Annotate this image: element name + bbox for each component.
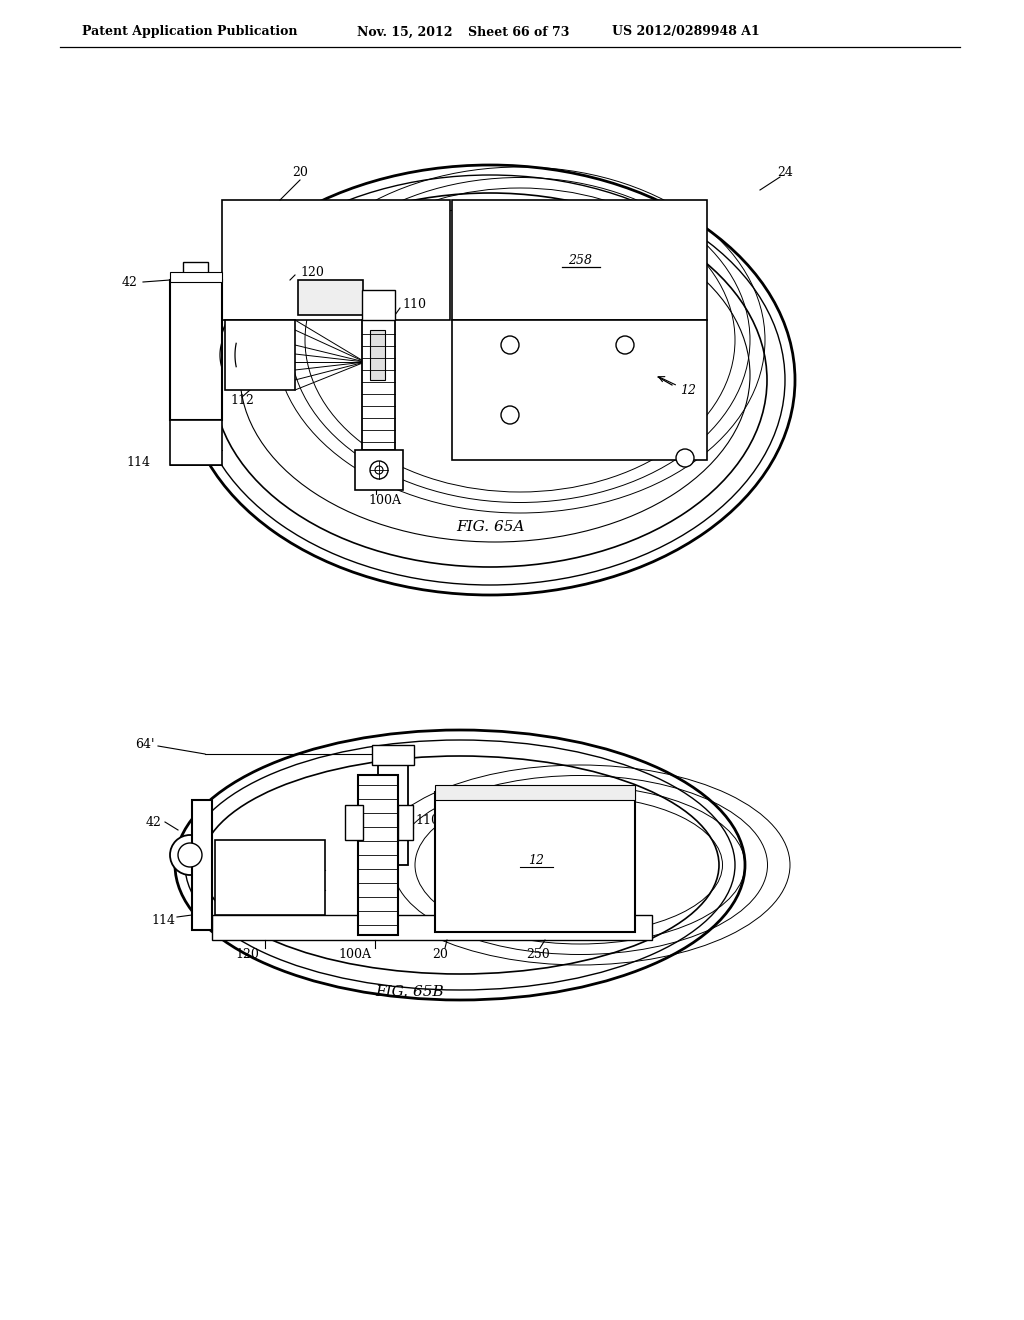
Bar bbox=[170, 272, 222, 282]
Bar bbox=[452, 319, 707, 459]
Text: 258: 258 bbox=[568, 253, 592, 267]
Text: 24: 24 bbox=[777, 165, 793, 178]
Bar bbox=[355, 450, 403, 490]
Text: Sheet 66 of 73: Sheet 66 of 73 bbox=[468, 25, 569, 38]
Text: 100A: 100A bbox=[339, 949, 372, 961]
Circle shape bbox=[501, 407, 519, 424]
Bar bbox=[362, 290, 395, 319]
Text: 42: 42 bbox=[146, 816, 162, 829]
Text: 112: 112 bbox=[230, 393, 254, 407]
Circle shape bbox=[676, 449, 694, 467]
Circle shape bbox=[178, 843, 202, 867]
Bar bbox=[225, 319, 295, 389]
Bar bbox=[358, 775, 398, 935]
Bar bbox=[452, 201, 707, 319]
Bar bbox=[435, 785, 635, 800]
Bar bbox=[222, 201, 450, 319]
Bar bbox=[345, 805, 362, 840]
Bar bbox=[170, 280, 222, 420]
Ellipse shape bbox=[185, 165, 795, 595]
Bar bbox=[362, 319, 395, 450]
Bar bbox=[170, 420, 222, 465]
Circle shape bbox=[375, 466, 383, 474]
Bar bbox=[215, 840, 325, 915]
Text: 120: 120 bbox=[300, 265, 324, 279]
Text: 100A: 100A bbox=[368, 494, 401, 507]
Text: 64': 64' bbox=[135, 738, 155, 751]
Circle shape bbox=[170, 836, 210, 875]
Text: 20: 20 bbox=[292, 165, 308, 178]
Bar bbox=[212, 915, 652, 940]
Text: 12: 12 bbox=[680, 384, 696, 396]
Bar bbox=[372, 744, 414, 766]
Text: 120: 120 bbox=[236, 949, 259, 961]
Text: 20: 20 bbox=[432, 949, 447, 961]
Bar bbox=[398, 805, 413, 840]
Text: FIG. 65A: FIG. 65A bbox=[456, 520, 524, 535]
Bar bbox=[378, 750, 408, 865]
Text: 250: 250 bbox=[526, 949, 550, 961]
Text: US 2012/0289948 A1: US 2012/0289948 A1 bbox=[612, 25, 760, 38]
Text: FIG. 65B: FIG. 65B bbox=[376, 985, 444, 999]
Text: 110: 110 bbox=[415, 813, 439, 826]
Circle shape bbox=[370, 461, 388, 479]
Text: 42: 42 bbox=[122, 276, 138, 289]
Text: 114: 114 bbox=[151, 913, 175, 927]
Bar bbox=[183, 261, 208, 280]
Text: Patent Application Publication: Patent Application Publication bbox=[82, 25, 298, 38]
Ellipse shape bbox=[175, 730, 745, 1001]
Text: 110: 110 bbox=[402, 298, 426, 312]
Bar bbox=[435, 792, 635, 932]
Bar bbox=[370, 330, 385, 380]
Text: Nov. 15, 2012: Nov. 15, 2012 bbox=[357, 25, 453, 38]
Text: 12: 12 bbox=[528, 854, 544, 866]
Circle shape bbox=[616, 337, 634, 354]
Circle shape bbox=[501, 337, 519, 354]
Bar bbox=[298, 280, 362, 315]
Bar bbox=[193, 800, 212, 931]
Text: 112: 112 bbox=[258, 869, 282, 882]
Text: 114: 114 bbox=[126, 455, 150, 469]
